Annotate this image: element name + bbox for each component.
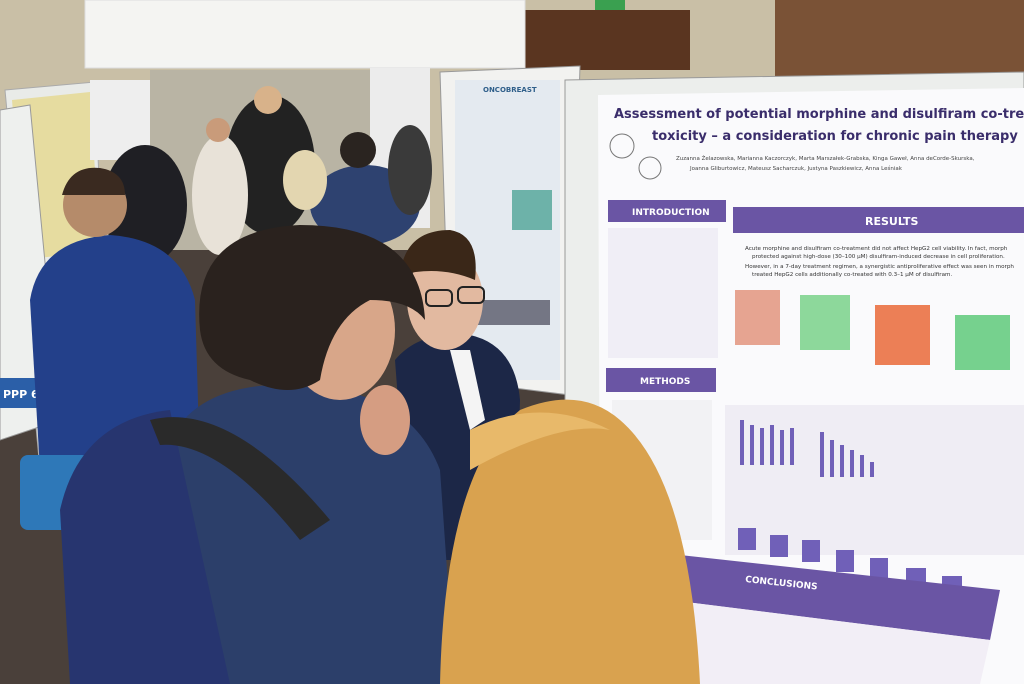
logo	[638, 156, 662, 180]
head	[340, 132, 376, 168]
exit-sign	[595, 0, 625, 10]
shape	[870, 558, 888, 582]
results-text: Acute morphine and disulfiram co-treatme…	[745, 246, 1008, 252]
bar-graphic	[738, 420, 962, 602]
shape	[770, 425, 774, 465]
logo	[609, 133, 635, 159]
person-background	[283, 150, 327, 210]
backpack-strap	[150, 417, 330, 540]
section-header	[608, 200, 726, 222]
man-blue-suit	[30, 235, 200, 470]
poster-graphic	[512, 190, 552, 230]
door	[525, 10, 690, 70]
section-header	[670, 555, 1000, 640]
shape	[850, 450, 854, 477]
results-text: treated HepG2 cells additionally co-trea…	[752, 272, 952, 278]
shirt	[450, 350, 485, 430]
shape	[740, 420, 744, 465]
shape	[840, 445, 844, 477]
heatmap	[800, 295, 850, 350]
shape	[760, 428, 764, 465]
shape	[836, 550, 854, 572]
section-body	[608, 228, 718, 358]
heatmap	[875, 305, 930, 365]
wood-wall	[775, 0, 1024, 80]
head	[254, 86, 282, 114]
section-title: INTRODUCTION	[632, 208, 710, 218]
section-header	[606, 368, 716, 392]
poster-authors: Joanna Gliburtowicz, Mateusz Sacharczuk,…	[689, 165, 903, 172]
person-background	[388, 125, 432, 215]
glasses	[425, 289, 453, 307]
curly-hair	[199, 225, 425, 390]
results-charts	[725, 405, 1024, 555]
blonde-hair	[440, 399, 700, 684]
shape	[860, 455, 864, 477]
results-text: protected against high-dose (30–100 µM) …	[752, 254, 1005, 260]
backpack	[60, 410, 230, 684]
shape	[830, 440, 834, 477]
shape	[750, 425, 754, 465]
section-title: METHODS	[640, 377, 690, 387]
side-poster-title: ONCOBREAST	[483, 86, 537, 94]
shape	[738, 528, 756, 550]
heatmap	[735, 290, 780, 345]
person-background	[192, 135, 248, 255]
head	[206, 118, 230, 142]
results-text: However, in a 7-day treatment regimen, a…	[745, 264, 1014, 270]
shape	[820, 432, 824, 477]
person-background	[103, 145, 187, 265]
shape	[802, 540, 820, 562]
glasses	[457, 286, 485, 304]
shape	[770, 535, 788, 557]
section-title: RESULTS	[865, 215, 919, 228]
people	[20, 86, 700, 684]
poster-authors: Zuzanna Żelazowska, Marianna Kaczorczyk,…	[676, 155, 975, 162]
conclusions-body	[670, 600, 990, 684]
hand	[360, 385, 410, 455]
hair-highlight	[470, 412, 610, 470]
poster-graphic	[470, 300, 550, 325]
poster-title: Assessment of potential morphine and dis…	[614, 107, 1024, 122]
section-header	[733, 207, 1024, 233]
hair	[400, 230, 476, 280]
poster-title: toxicity – a consideration for chronic p…	[652, 129, 1018, 144]
hair	[62, 167, 125, 195]
shape	[780, 430, 784, 465]
heatmap	[955, 315, 1010, 370]
shape	[790, 428, 794, 465]
projection-screen	[84, 0, 526, 69]
shape	[870, 462, 874, 477]
